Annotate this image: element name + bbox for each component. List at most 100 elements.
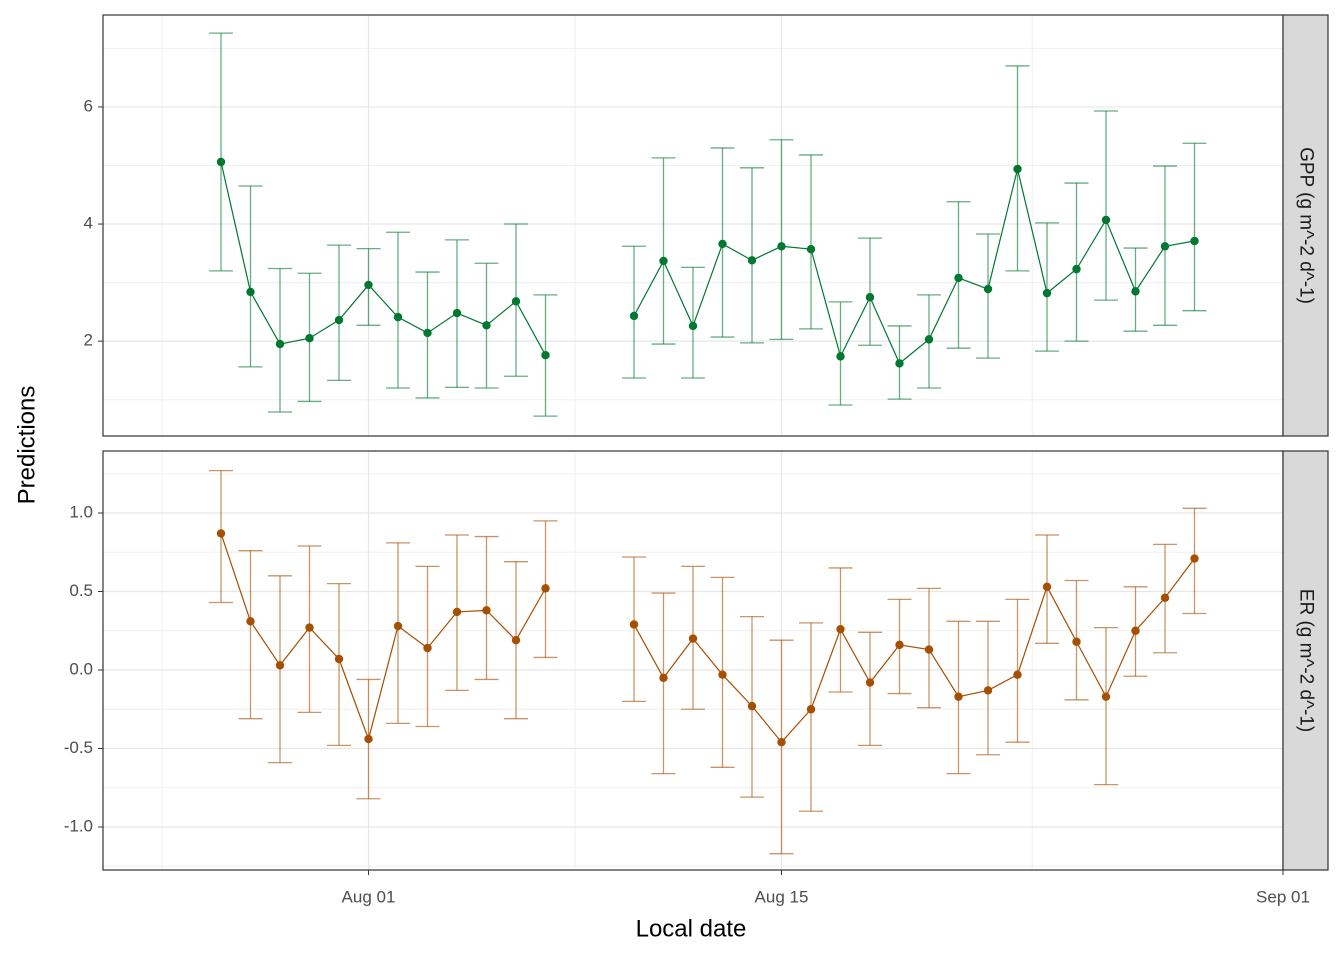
error-bar [858, 237, 882, 346]
y-tick-label: -1.0 [64, 816, 93, 835]
point [334, 654, 344, 664]
point [246, 617, 255, 626]
point [865, 293, 875, 302]
point [747, 701, 757, 711]
point [895, 359, 904, 368]
point [688, 321, 698, 331]
strip-label: GPP (g m^-2 d^-1) [1295, 147, 1316, 304]
point [541, 584, 550, 593]
point [688, 634, 698, 643]
point [865, 678, 875, 687]
point [216, 157, 226, 167]
point [423, 643, 432, 653]
point [954, 273, 963, 283]
y-tick-label: 1.0 [69, 502, 93, 521]
point [806, 705, 816, 714]
point [275, 661, 285, 670]
point [1072, 264, 1081, 274]
x-tick-label: Aug 01 [342, 887, 396, 906]
error-bar [327, 244, 351, 382]
point [777, 242, 786, 251]
strip-label: ER (g m^-2 d^-1) [1295, 589, 1316, 732]
point [305, 623, 314, 632]
line [220, 533, 547, 742]
point [1131, 287, 1140, 296]
point [1101, 215, 1111, 225]
point [541, 350, 550, 360]
point [659, 256, 668, 266]
error-bar [1064, 182, 1089, 342]
y-tick-label: 2 [84, 331, 93, 350]
point [836, 352, 845, 361]
point [246, 287, 255, 297]
y-tick-label: 0.0 [69, 659, 93, 678]
point [718, 239, 727, 249]
error-bar [799, 622, 823, 812]
error-bar [858, 631, 882, 747]
point [1013, 164, 1022, 174]
point [1101, 692, 1111, 701]
error-bar [209, 32, 233, 272]
point [954, 692, 963, 701]
error-bar [386, 542, 410, 725]
line [633, 558, 1195, 744]
y-tick-label: -0.5 [64, 738, 93, 757]
point [924, 645, 934, 654]
error-bar [238, 550, 263, 720]
point [511, 635, 521, 645]
error-bar [1182, 142, 1207, 312]
error-bar [386, 231, 410, 389]
point [1131, 626, 1140, 635]
point [629, 620, 639, 629]
point [983, 686, 993, 695]
error-bar [769, 139, 794, 341]
point [452, 607, 462, 617]
point [747, 256, 757, 265]
point [216, 529, 226, 538]
point [895, 640, 904, 650]
point [1190, 236, 1199, 246]
point [393, 621, 403, 631]
point [275, 339, 285, 349]
point [482, 321, 491, 330]
point [1072, 637, 1081, 646]
point [1160, 593, 1170, 602]
error-bar [799, 154, 823, 330]
strip-background [1282, 450, 1329, 871]
y-tick-label: 6 [84, 96, 93, 115]
strip-background [1282, 14, 1329, 437]
error-bar [327, 583, 351, 747]
error-bar [1094, 110, 1118, 301]
error-bar [651, 592, 676, 775]
point [482, 606, 491, 615]
point [777, 738, 786, 747]
y-axis-title: Predictions [13, 386, 40, 505]
point [334, 315, 344, 325]
error-bar [238, 185, 263, 368]
error-bar [1035, 222, 1059, 352]
point [452, 308, 462, 318]
point [1160, 242, 1170, 251]
point [305, 334, 314, 343]
line [633, 168, 1195, 365]
point [836, 624, 845, 634]
point [659, 673, 668, 683]
point [629, 311, 639, 321]
error-bar [1094, 626, 1118, 786]
point [364, 280, 373, 290]
point [423, 328, 432, 338]
point [1042, 288, 1052, 298]
x-tick-label: Aug 15 [755, 887, 809, 906]
point [511, 297, 521, 306]
error-bar [622, 556, 646, 703]
point [983, 284, 993, 294]
x-axis-title: Local date [636, 915, 747, 942]
line [220, 161, 547, 356]
y-tick-label: 0.5 [69, 581, 93, 600]
point [806, 245, 816, 254]
point [718, 670, 727, 679]
point [924, 335, 934, 344]
error-bar [769, 639, 794, 855]
x-tick-label: Sep 01 [1256, 887, 1310, 906]
